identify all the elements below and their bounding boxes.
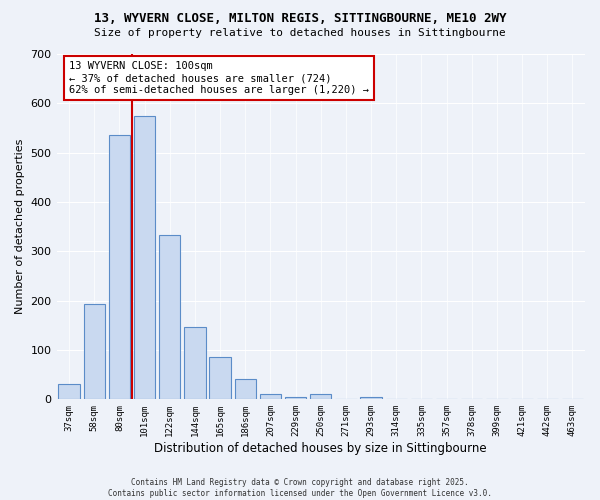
- Bar: [285, 397, 307, 400]
- Text: 13, WYVERN CLOSE, MILTON REGIS, SITTINGBOURNE, ME10 2WY: 13, WYVERN CLOSE, MILTON REGIS, SITTINGB…: [94, 12, 506, 26]
- Text: Contains HM Land Registry data © Crown copyright and database right 2025.
Contai: Contains HM Land Registry data © Crown c…: [108, 478, 492, 498]
- Bar: [109, 136, 130, 400]
- Text: 13 WYVERN CLOSE: 100sqm
← 37% of detached houses are smaller (724)
62% of semi-d: 13 WYVERN CLOSE: 100sqm ← 37% of detache…: [69, 62, 369, 94]
- Bar: [235, 379, 256, 400]
- Bar: [209, 357, 231, 400]
- Bar: [83, 304, 105, 400]
- Bar: [310, 394, 331, 400]
- Bar: [361, 397, 382, 400]
- Text: Size of property relative to detached houses in Sittingbourne: Size of property relative to detached ho…: [94, 28, 506, 38]
- Y-axis label: Number of detached properties: Number of detached properties: [15, 139, 25, 314]
- Bar: [184, 327, 206, 400]
- Bar: [134, 116, 155, 400]
- Bar: [159, 235, 181, 400]
- Bar: [260, 394, 281, 400]
- X-axis label: Distribution of detached houses by size in Sittingbourne: Distribution of detached houses by size …: [154, 442, 487, 455]
- Bar: [58, 384, 80, 400]
